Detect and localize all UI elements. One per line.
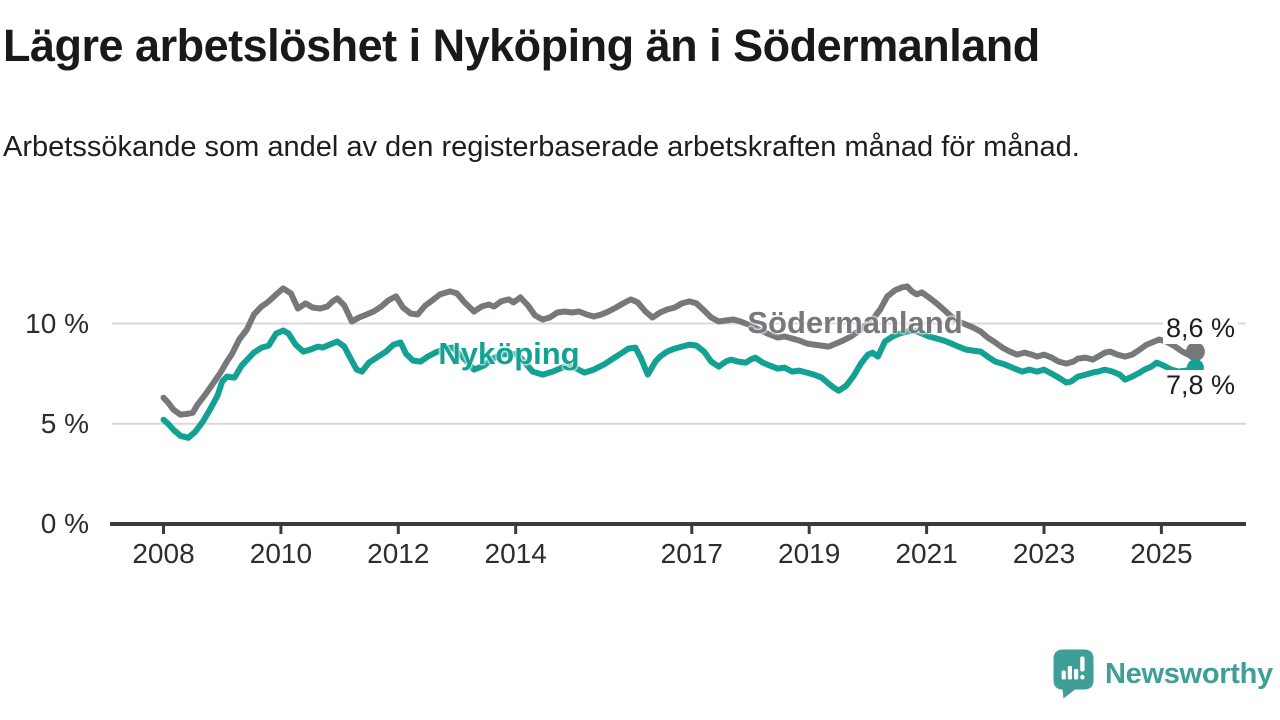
exclamation-dot	[1080, 674, 1085, 680]
y-axis-label-0: 0 %	[40, 508, 89, 539]
x-axis-label-2021: 2021	[895, 538, 958, 569]
bar-2	[1067, 666, 1072, 680]
x-axis-label-2017: 2017	[660, 538, 723, 569]
series-line-nyköping	[160, 327, 1199, 441]
speech-bubble-shape	[1053, 649, 1094, 699]
x-axis-label-2019: 2019	[778, 538, 841, 569]
x-axis-label-2025: 2025	[1130, 538, 1193, 569]
series-line-södermanland	[160, 283, 1199, 418]
x-axis-label-2010: 2010	[249, 538, 313, 569]
series-label-sodermanland: Södermanland	[747, 305, 963, 340]
exclamation-bar	[1080, 656, 1085, 672]
y-axis-label-10: 10 %	[25, 307, 89, 339]
end-value-label-sodermanland: 8,6 %	[1163, 313, 1239, 344]
series-label-nykoping: Nyköping	[438, 336, 580, 371]
x-axis-label-2023: 2023	[1012, 538, 1076, 569]
chart-subtitle: Arbetssökande som andel av den registerb…	[3, 131, 1080, 163]
chart-title: Lägre arbetslöshet i Nyköping än i Söder…	[3, 20, 1040, 71]
end-value-label-nykoping: 7,8 %	[1163, 370, 1239, 401]
logo-text: Newsworthy	[1105, 657, 1273, 690]
bar-1	[1061, 670, 1066, 680]
x-axis-label-2014: 2014	[484, 538, 547, 569]
newsworthy-logo: Newsworthy	[1053, 649, 1273, 699]
y-axis-label-5: 5 %	[40, 407, 89, 439]
end-dot-södermanland	[1185, 342, 1205, 362]
newsworthy-speech-bubble-icon	[1053, 649, 1094, 699]
x-axis-label-2012: 2012	[367, 538, 430, 569]
bar-3	[1074, 669, 1079, 680]
x-axis-label-2008: 2008	[132, 538, 195, 569]
